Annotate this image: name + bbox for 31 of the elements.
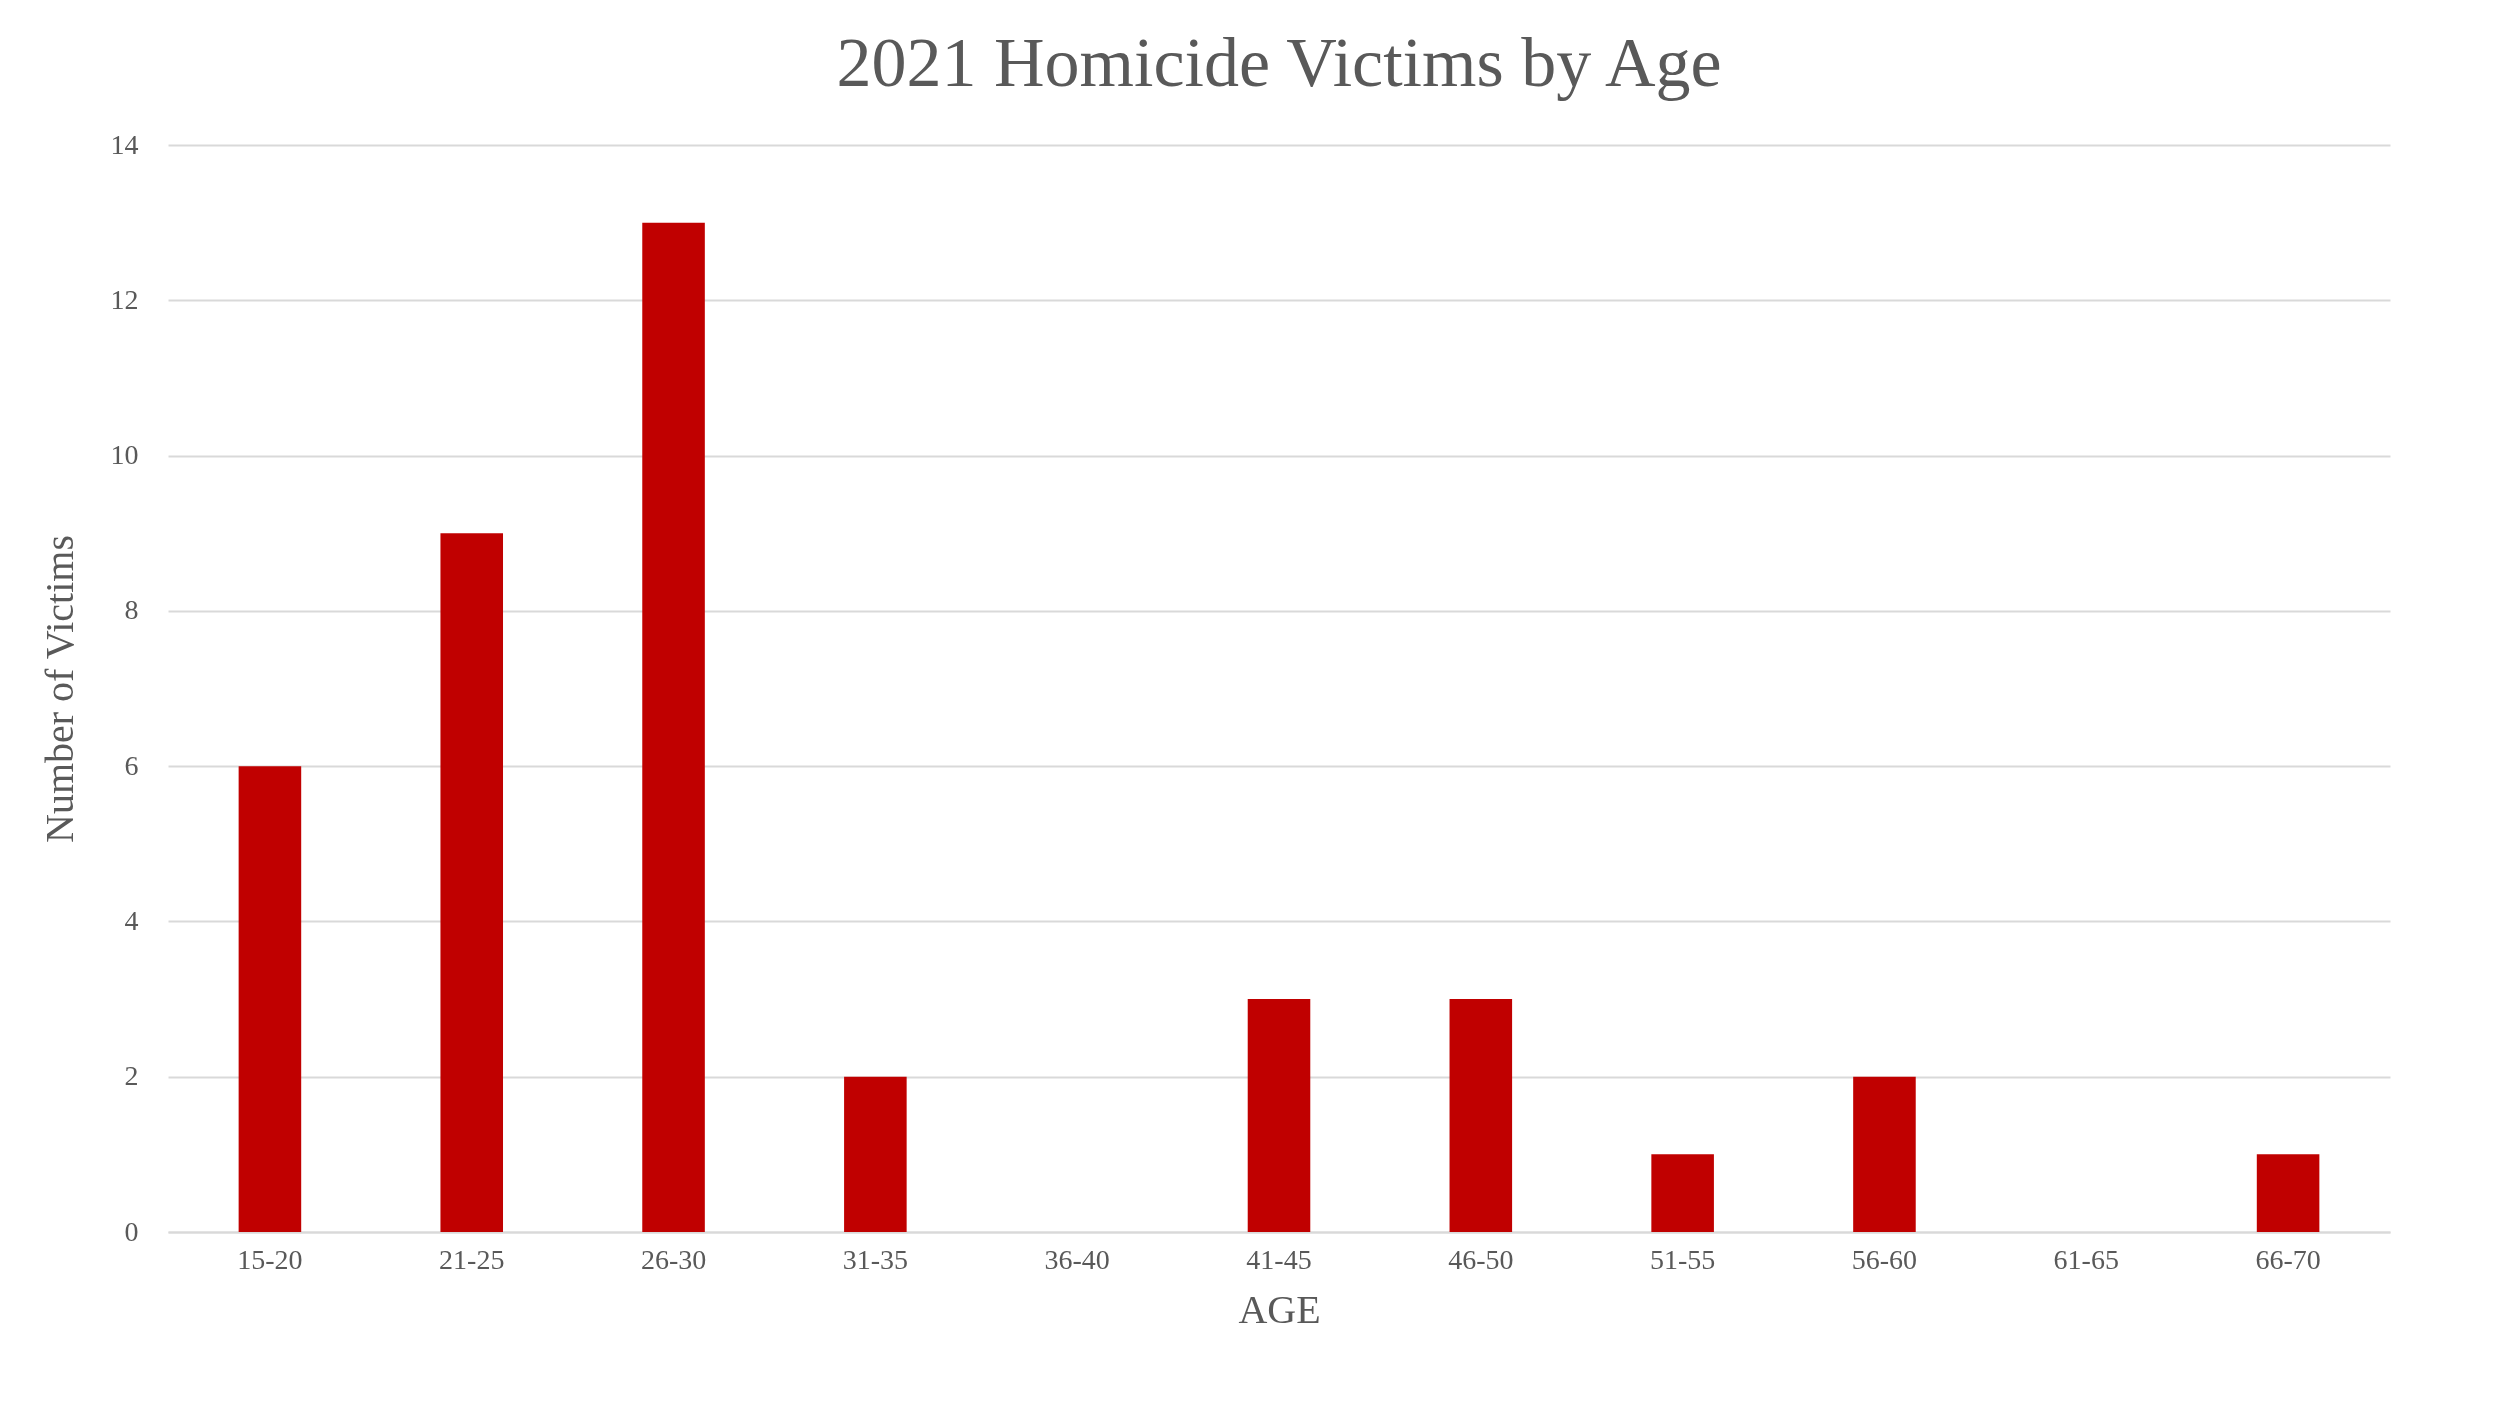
y-tick-label: 4 <box>124 904 139 936</box>
bar <box>1247 999 1311 1232</box>
bar <box>2256 1154 2320 1232</box>
bar <box>642 222 705 1232</box>
x-tick-label: 26-30 <box>640 1243 707 1275</box>
y-tick-label: 14 <box>110 128 139 160</box>
y-tick-label: 6 <box>124 749 139 781</box>
x-tick-label: 21-25 <box>439 1243 505 1275</box>
x-tick-label: 66-70 <box>2255 1243 2321 1275</box>
y-tick-label: 10 <box>110 439 139 471</box>
x-tick-label: 56-60 <box>1851 1243 1918 1275</box>
bar <box>1651 1154 1714 1232</box>
x-tick-label: 51-55 <box>1649 1243 1716 1275</box>
y-tick-label: 12 <box>110 283 139 315</box>
bar <box>1449 999 1513 1232</box>
bar <box>238 766 302 1232</box>
x-tick-label: 41-45 <box>1246 1243 1312 1275</box>
y-tick-label: 0 <box>124 1215 139 1247</box>
x-tick-label: 61-65 <box>2053 1243 2119 1275</box>
y-tick-label: 8 <box>124 594 139 626</box>
x-axis-title: AGE <box>1238 1286 1321 1332</box>
bar <box>1853 1076 1916 1232</box>
x-tick-label: 36-40 <box>1044 1243 1110 1275</box>
bar <box>440 533 504 1232</box>
y-tick-label: 2 <box>124 1060 139 1092</box>
x-tick-label: 31-35 <box>842 1243 909 1275</box>
y-axis-title: Number of Victims <box>36 535 82 843</box>
bar <box>844 1076 907 1232</box>
x-tick-label: 15-20 <box>237 1243 303 1275</box>
chart-title: 2021 Homicide Victims by Age <box>836 24 1722 101</box>
x-tick-label: 46-50 <box>1448 1243 1514 1275</box>
